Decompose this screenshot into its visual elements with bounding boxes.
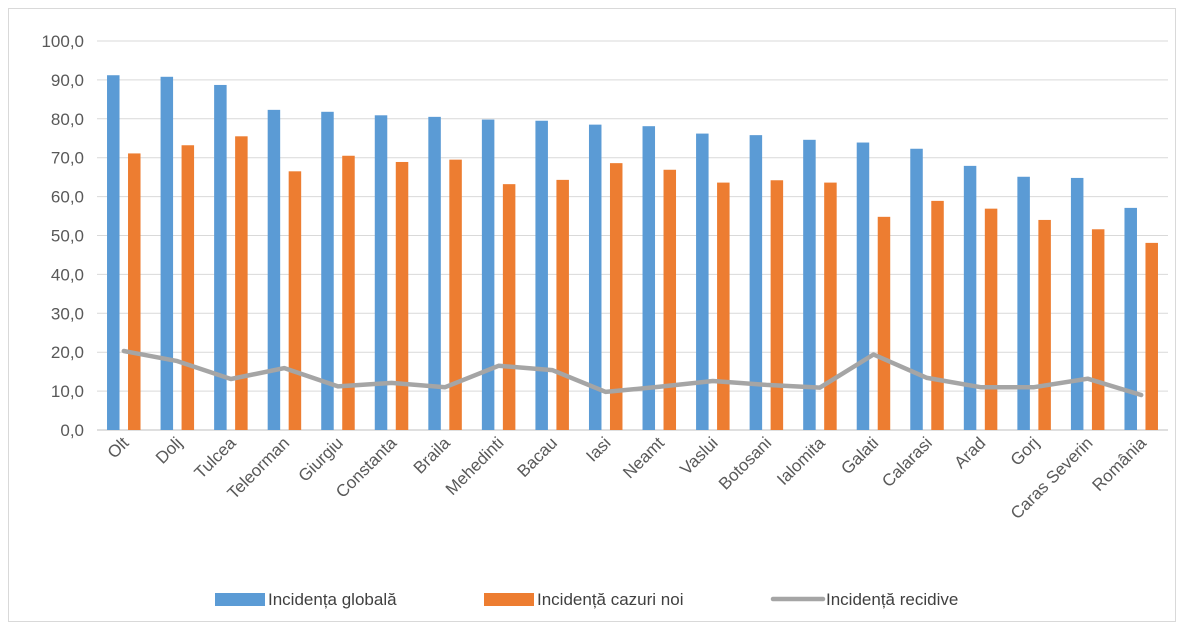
bar-new-cases (128, 153, 141, 430)
y-tick-label: 20,0 (51, 343, 84, 362)
y-tick-label: 40,0 (51, 265, 84, 284)
bar-global (1070, 177, 1084, 430)
bar-new-cases (502, 184, 516, 430)
bar-new-cases (877, 216, 891, 430)
legend-label: Incidență recidive (826, 590, 958, 609)
legend-swatch (484, 593, 534, 606)
y-axis-ticks: 0,0 10,0 20,0 30,0 40,0 50,0 60,0 70,0 80,0 90,0 1… (41, 32, 84, 440)
bar-global (803, 139, 816, 430)
bar-global (963, 165, 977, 430)
x-tick-label: România (1089, 433, 1151, 495)
bar-new-cases (181, 145, 195, 430)
x-tick-label: Ialomita (773, 433, 829, 489)
bar-new-cases (288, 171, 302, 430)
x-tick-label: Giurgiu (295, 433, 347, 485)
x-tick-label: Dolj (152, 433, 186, 467)
y-tick-label: 70,0 (51, 149, 84, 168)
legend-label: Incidență cazuri noi (537, 590, 683, 609)
bar-global (642, 126, 656, 430)
x-tick-label: Tulcea (191, 433, 240, 482)
bar-global (1017, 176, 1030, 430)
bar-global (267, 109, 281, 430)
x-tick-label: Calarasi (878, 433, 936, 491)
bar-new-cases (770, 180, 784, 430)
bar-new-cases (1038, 219, 1051, 430)
bar-global (107, 75, 120, 431)
x-tick-label: Neamt (619, 433, 668, 482)
bar-global (856, 142, 870, 431)
bar-global (428, 116, 441, 430)
bar-global (481, 119, 495, 430)
x-tick-label: Vaslui (676, 433, 721, 478)
x-tick-label: Bacau (513, 433, 561, 481)
x-tick-label: Botosani (715, 433, 775, 493)
y-tick-label: 10,0 (51, 382, 84, 401)
bar-new-cases (395, 161, 409, 430)
bar-global (214, 84, 227, 430)
y-tick-label: 80,0 (51, 110, 84, 129)
bar-new-cases (663, 169, 677, 430)
bar-global (1124, 207, 1137, 430)
bar-global (321, 111, 334, 430)
bar-global (160, 76, 174, 431)
x-tick-label: Iasi (582, 433, 614, 465)
y-tick-label: 0,0 (60, 421, 84, 440)
bar-new-cases (449, 159, 462, 430)
bar-global (696, 133, 709, 430)
line-recidive (121, 348, 1144, 398)
x-tick-label: Gorj (1007, 433, 1043, 469)
bar-new-cases (235, 136, 248, 430)
legend-swatch (215, 593, 265, 606)
bar-new-cases (342, 155, 355, 430)
bar-global (374, 115, 388, 430)
bar-global (749, 135, 763, 430)
x-tick-label: Braila (410, 433, 455, 478)
x-tick-label: Olt (104, 433, 133, 462)
y-tick-label: 90,0 (51, 71, 84, 90)
y-tick-label: 50,0 (51, 227, 84, 246)
bar-global (910, 148, 923, 431)
y-tick-label: 60,0 (51, 188, 84, 207)
x-tick-label: Galati (837, 433, 882, 478)
bar-new-cases (931, 200, 944, 430)
bar-global (588, 124, 602, 430)
legend: Incidența globală Incidență cazuri noi Inc… (215, 590, 958, 609)
y-tick-label: 30,0 (51, 304, 84, 323)
bar-new-cases (1145, 242, 1158, 430)
legend-label: Incidența globală (268, 590, 397, 609)
bar-new-cases (717, 182, 730, 430)
bar-new-cases (1091, 229, 1105, 430)
x-tick-label: Mehedinti (442, 433, 508, 499)
y-tick-label: 100,0 (41, 32, 84, 51)
bar-new-cases (824, 182, 837, 430)
bar-new-cases (556, 179, 569, 430)
bar-global (535, 120, 548, 431)
bar-new-cases (984, 208, 998, 430)
line-series (121, 348, 1144, 398)
bar-new-cases (609, 163, 623, 430)
x-tick-label: Arad (951, 433, 990, 472)
bars (107, 75, 1158, 431)
